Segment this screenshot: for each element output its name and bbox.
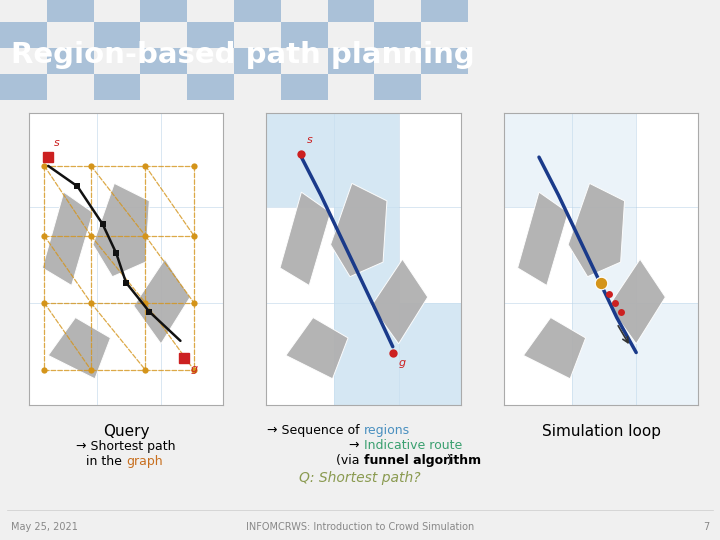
Text: INFOMCRWS: Introduction to Crowd Simulation: INFOMCRWS: Introduction to Crowd Simulat… (246, 522, 474, 531)
Bar (0, 74, 47, 100)
Text: Simulation loop: Simulation loop (541, 424, 661, 439)
Bar (187, 74, 234, 100)
Text: → Sequence of: → Sequence of (267, 424, 364, 437)
Polygon shape (568, 184, 624, 276)
Polygon shape (572, 113, 636, 303)
Polygon shape (134, 259, 190, 344)
Bar (234, 0, 281, 22)
Bar (421, 0, 468, 22)
Bar (281, 22, 328, 48)
Polygon shape (372, 259, 428, 344)
Text: in the: in the (86, 455, 126, 468)
Text: Query: Query (103, 424, 149, 439)
Polygon shape (42, 192, 93, 286)
Text: funnel algorithm: funnel algorithm (364, 454, 481, 467)
Polygon shape (572, 303, 698, 405)
Bar (140, 48, 187, 74)
Polygon shape (518, 192, 568, 286)
Text: Region-based path planning: Region-based path planning (11, 41, 474, 69)
Text: 7: 7 (703, 522, 709, 531)
Bar (187, 22, 234, 48)
Text: → Shortest path: → Shortest path (76, 440, 176, 453)
Bar (374, 22, 421, 48)
Bar (281, 74, 328, 100)
Bar (94, 74, 140, 100)
Bar (421, 48, 468, 74)
Text: s: s (54, 138, 60, 149)
Bar (140, 0, 187, 22)
Polygon shape (93, 184, 149, 276)
Text: graph: graph (126, 455, 163, 468)
Polygon shape (523, 318, 585, 379)
Bar (374, 74, 421, 100)
Text: regions: regions (364, 424, 410, 437)
Text: (via: (via (336, 454, 364, 467)
Bar (47, 0, 94, 22)
Polygon shape (286, 318, 348, 379)
Bar (328, 48, 374, 74)
Polygon shape (334, 303, 399, 405)
Polygon shape (504, 113, 572, 207)
Text: ): ) (443, 454, 451, 467)
Polygon shape (609, 259, 665, 344)
Text: May 25, 2021: May 25, 2021 (11, 522, 78, 531)
Polygon shape (399, 303, 461, 405)
Polygon shape (266, 113, 334, 207)
Text: Indicative route: Indicative route (364, 439, 462, 452)
Bar (94, 22, 140, 48)
Text: Q: Shortest path?: Q: Shortest path? (300, 471, 420, 485)
Polygon shape (330, 184, 387, 276)
Text: s: s (307, 136, 313, 145)
Bar (0, 22, 47, 48)
Bar (234, 48, 281, 74)
Text: g: g (399, 359, 405, 368)
Text: →: → (349, 439, 364, 452)
Polygon shape (280, 192, 330, 286)
Polygon shape (334, 207, 399, 303)
Polygon shape (334, 113, 399, 207)
Bar (328, 0, 374, 22)
Polygon shape (48, 318, 110, 379)
Text: g: g (190, 364, 197, 374)
Bar (47, 48, 94, 74)
